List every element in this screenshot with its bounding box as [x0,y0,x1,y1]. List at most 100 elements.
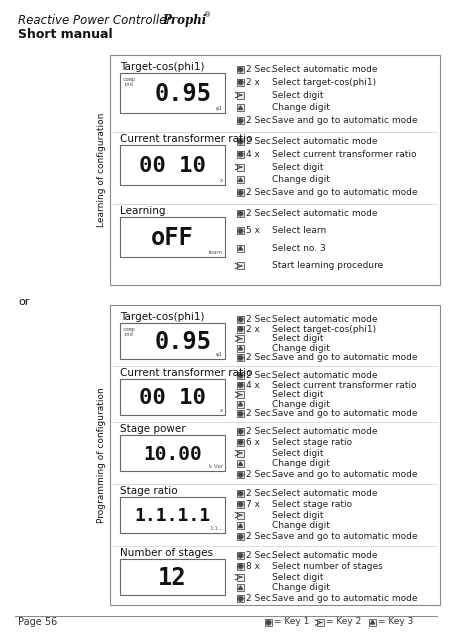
Bar [316,619,323,626]
Text: = Key 1: = Key 1 [273,618,308,627]
Circle shape [238,212,242,215]
Bar [236,522,244,529]
Bar [236,500,244,508]
Text: Current transformer ratio: Current transformer ratio [120,368,252,378]
Text: 2 Sec.: 2 Sec. [245,410,273,419]
Text: 0.95: 0.95 [154,330,211,354]
Circle shape [238,554,242,557]
Bar [236,439,244,446]
Text: 2 Sec.: 2 Sec. [245,209,273,218]
Text: 2 Sec.: 2 Sec. [245,594,273,603]
Polygon shape [238,462,242,465]
Text: Select digit: Select digit [272,390,323,399]
Bar [110,55,439,285]
Text: Select automatic mode: Select automatic mode [272,209,377,218]
Text: Learning: Learning [120,206,165,216]
Bar [236,164,244,171]
Text: Select automatic mode: Select automatic mode [272,315,377,324]
Text: 2 Sec.: 2 Sec. [245,551,273,560]
Text: comp: comp [123,327,136,332]
Bar [236,177,244,184]
Text: Select digit: Select digit [272,163,323,172]
Text: x: x [219,178,222,183]
Text: Change digit: Change digit [272,400,329,409]
Bar [236,381,244,388]
Circle shape [238,152,242,156]
Bar [236,511,244,518]
Text: 0.95: 0.95 [154,82,211,106]
Circle shape [238,412,242,416]
Text: Change digit: Change digit [272,460,329,468]
Text: Page 56: Page 56 [18,617,57,627]
Bar [236,262,244,269]
Polygon shape [370,621,374,624]
Circle shape [238,440,242,444]
Text: Select automatic mode: Select automatic mode [272,65,377,74]
Text: Select digit: Select digit [272,334,323,343]
Text: Select target-cos(phi1): Select target-cos(phi1) [272,324,375,333]
Circle shape [238,81,242,84]
Circle shape [238,374,242,378]
Text: 4 x: 4 x [245,150,259,159]
Polygon shape [238,403,242,406]
Text: Select target-cos(phi1): Select target-cos(phi1) [272,78,375,87]
Text: Change digit: Change digit [272,175,329,184]
Polygon shape [238,346,242,350]
Text: Select automatic mode: Select automatic mode [272,427,377,436]
Bar [236,245,244,252]
Bar [264,619,272,626]
Text: or: or [18,297,29,307]
Text: Select automatic mode: Select automatic mode [272,551,377,560]
Text: 2 Sec.: 2 Sec. [245,489,273,498]
Circle shape [238,119,242,122]
Circle shape [238,191,242,195]
Text: Select current transformer ratio: Select current transformer ratio [272,381,415,390]
Circle shape [238,317,242,321]
Bar [236,428,244,435]
Text: Select current transformer ratio: Select current transformer ratio [272,150,415,159]
Text: Save and go to automatic mode: Save and go to automatic mode [272,353,417,362]
Text: 12: 12 [158,566,186,590]
Circle shape [238,597,242,600]
Bar [236,573,244,580]
Text: Select digit: Select digit [272,511,323,520]
Circle shape [238,327,242,331]
Bar [236,326,244,333]
Text: 7 x: 7 x [245,500,259,509]
Polygon shape [238,246,242,250]
Bar [120,497,225,533]
Bar [236,210,244,217]
Text: 2 Sec.: 2 Sec. [245,65,273,74]
Text: 2 Sec.: 2 Sec. [245,470,273,479]
Bar [236,533,244,540]
Text: Programming of configuration: Programming of configuration [97,387,106,523]
Bar [236,92,244,99]
Bar [236,490,244,497]
Text: Save and go to automatic mode: Save and go to automatic mode [272,470,417,479]
Bar [236,345,244,352]
Text: 1.1.1.1: 1.1.1.1 [134,507,210,525]
Polygon shape [238,178,242,181]
Bar [120,379,225,415]
Circle shape [238,429,242,433]
Text: oFF: oFF [151,226,193,250]
Text: = Key 2: = Key 2 [325,618,360,627]
Text: 10.00: 10.00 [143,445,202,463]
Text: 2 Sec.: 2 Sec. [245,137,273,146]
Circle shape [238,383,242,387]
Bar [236,460,244,467]
Text: 2 Sec.: 2 Sec. [245,427,273,436]
Bar [236,151,244,158]
Text: Select no. 3: Select no. 3 [272,244,325,253]
Text: ®: ® [203,12,211,18]
Bar [120,435,225,471]
Bar [120,217,225,257]
Text: 2 x: 2 x [245,324,259,333]
Bar [236,401,244,408]
Polygon shape [238,524,242,527]
Text: Select automatic mode: Select automatic mode [272,371,377,380]
Bar [368,619,375,626]
Bar [236,104,244,111]
Text: φ1: φ1 [216,106,222,111]
Bar [236,316,244,323]
